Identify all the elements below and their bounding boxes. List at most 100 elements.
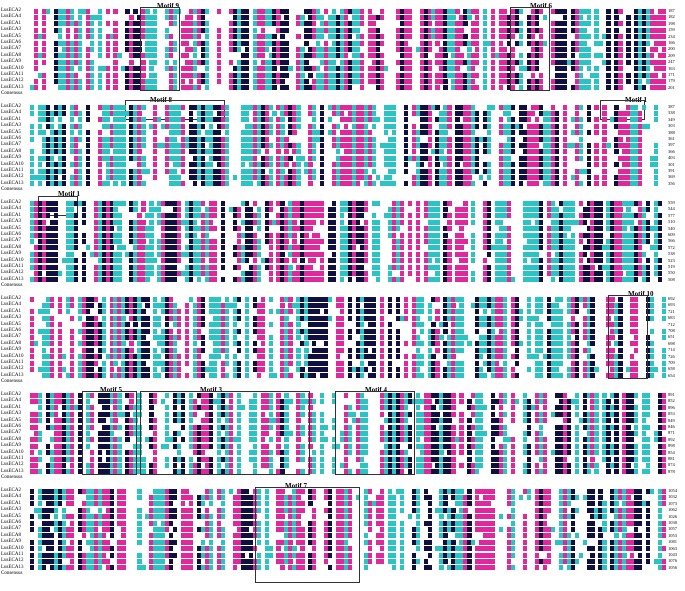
residue-cell xyxy=(284,277,289,283)
residue-cell xyxy=(280,130,285,136)
sequence-row xyxy=(30,136,666,142)
residue-cell xyxy=(459,136,464,142)
residue-cell xyxy=(212,117,218,123)
residue-cell xyxy=(578,66,583,72)
residue-cell xyxy=(228,85,234,91)
residue-cell xyxy=(216,155,222,161)
sequence-name: LusECA7 xyxy=(1,46,21,52)
residue-cell xyxy=(514,14,520,20)
residue-cell xyxy=(371,258,377,264)
residue-cell xyxy=(49,251,55,257)
residue-cell xyxy=(507,270,512,276)
residue-cell xyxy=(570,232,575,238)
residue-cell xyxy=(53,251,59,257)
residue-cell xyxy=(419,328,424,334)
residue-cell xyxy=(105,66,110,72)
residue-cell xyxy=(308,251,313,257)
residue-cell xyxy=(510,302,516,308)
residue-cell xyxy=(73,110,78,116)
residue-cell xyxy=(185,142,190,148)
residue-cell xyxy=(399,315,404,321)
residue-cell xyxy=(145,302,150,308)
residue-cell xyxy=(447,117,452,123)
residue-cell xyxy=(212,315,218,321)
residue-cell xyxy=(638,245,643,251)
residue-cell xyxy=(33,232,39,238)
residue-cell xyxy=(256,117,261,123)
residue-cell xyxy=(403,59,408,65)
residue-cell xyxy=(367,296,373,302)
residue-cell xyxy=(49,136,55,142)
residue-cell xyxy=(236,40,241,46)
residue-cell xyxy=(85,155,90,161)
residue-cell xyxy=(141,328,146,334)
residue-cell xyxy=(93,322,98,328)
residue-cell xyxy=(340,46,345,52)
residue-cell xyxy=(69,59,75,65)
residue-cell xyxy=(276,8,281,14)
residue-cell xyxy=(618,258,623,264)
residue-cell xyxy=(232,78,237,84)
residue-cell xyxy=(232,46,237,52)
residue-cell xyxy=(558,85,563,91)
residue-cell xyxy=(41,168,47,174)
residue-cell xyxy=(105,258,110,264)
residue-cell xyxy=(288,155,293,161)
residue-cell xyxy=(590,270,595,276)
residue-cell xyxy=(280,72,285,78)
residue-cell xyxy=(192,149,198,155)
residue-cell xyxy=(562,8,567,14)
residue-cell xyxy=(216,117,222,123)
residue-cell xyxy=(69,136,75,142)
residue-cell xyxy=(626,213,631,219)
residue-cell xyxy=(351,149,357,155)
residue-cell xyxy=(73,27,78,33)
residue-cell xyxy=(308,296,313,302)
residue-cell xyxy=(101,264,106,270)
residue-cell xyxy=(264,130,269,136)
residue-cell xyxy=(200,162,206,168)
residue-cell xyxy=(427,21,432,27)
residue-cell xyxy=(471,206,476,212)
residue-cell xyxy=(268,238,273,244)
residue-cell xyxy=(344,245,349,251)
residue-cell xyxy=(312,322,317,328)
residue-cell xyxy=(463,200,468,206)
residue-cell xyxy=(324,59,329,65)
residue-cell xyxy=(304,78,309,84)
residue-cell xyxy=(574,59,579,65)
residue-cell xyxy=(244,181,249,187)
residue-cell xyxy=(562,155,567,161)
residue-cell xyxy=(650,245,655,251)
sequence-row xyxy=(30,155,666,161)
residue-cell xyxy=(435,155,440,161)
residue-cell xyxy=(77,14,82,20)
residue-cell xyxy=(455,53,460,59)
residue-cell xyxy=(379,8,385,14)
residue-cell xyxy=(371,302,377,308)
residue-cell xyxy=(232,174,237,180)
residue-cell xyxy=(475,34,480,40)
residue-cell xyxy=(626,149,631,155)
residue-cell xyxy=(133,245,138,251)
residue-cell xyxy=(81,264,86,270)
motif-box xyxy=(140,7,180,91)
residue-cell xyxy=(355,117,361,123)
residue-cell xyxy=(133,302,138,308)
residue-cell xyxy=(367,21,373,27)
residue-cell xyxy=(332,213,337,219)
residue-cell xyxy=(37,277,43,283)
residue-cell xyxy=(638,142,643,148)
residue-cell xyxy=(427,302,432,308)
residue-cell xyxy=(510,8,516,14)
residue-cell xyxy=(475,117,480,123)
residue-cell xyxy=(105,219,110,225)
residue-cell xyxy=(530,136,536,142)
residue-cell xyxy=(137,104,142,110)
residue-cell xyxy=(463,117,468,123)
residue-cell xyxy=(379,309,385,315)
residue-cell xyxy=(435,21,440,27)
residue-cell xyxy=(459,302,464,308)
sequence-end-number: 369 xyxy=(668,174,675,180)
residue-cell xyxy=(634,322,639,328)
